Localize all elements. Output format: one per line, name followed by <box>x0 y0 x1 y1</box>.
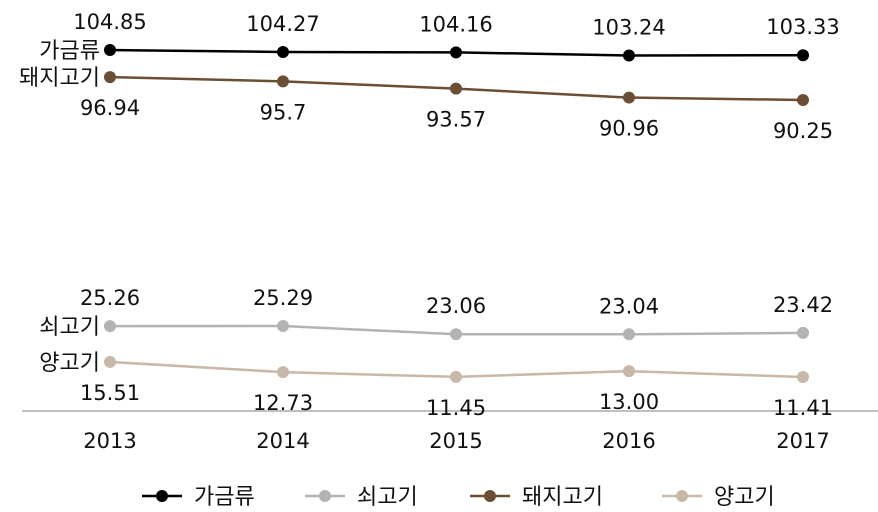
series-name-label: 쇠고기 <box>39 315 100 340</box>
series-name-label: 양고기 <box>39 351 100 376</box>
data-point <box>277 75 289 88</box>
legend-item: 가금류 <box>142 485 255 510</box>
data-label: 95.7 <box>260 100 307 124</box>
data-point <box>450 46 462 59</box>
x-axis: 2013 2014 2015 2016 2017 <box>22 410 878 453</box>
data-label: 23.06 <box>426 294 486 318</box>
legend-item: 양고기 <box>662 485 775 510</box>
legend-label: 양고기 <box>714 485 775 510</box>
x-tick-label: 2017 <box>776 429 829 453</box>
legend-marker <box>484 490 496 502</box>
data-label: 96.94 <box>80 96 140 120</box>
data-label: 104.16 <box>419 12 492 36</box>
data-point <box>104 320 116 333</box>
data-label: 93.57 <box>426 108 486 132</box>
data-label: 104.85 <box>73 10 146 34</box>
data-point <box>797 49 809 62</box>
data-point <box>623 328 635 341</box>
data-point <box>797 326 809 339</box>
data-label: 12.73 <box>253 391 313 415</box>
legend-item: 쇠고기 <box>305 485 418 510</box>
data-label: 11.45 <box>426 396 486 420</box>
legend: 가금류 쇠고기 돼지고기 양고기 <box>142 485 775 510</box>
legend-marker <box>319 490 331 502</box>
legend-label: 돼지고기 <box>522 485 603 510</box>
legend-item: 돼지고기 <box>470 485 603 510</box>
data-point <box>104 44 116 56</box>
data-label: 15.51 <box>80 381 140 405</box>
data-point <box>277 45 289 58</box>
data-label: 103.33 <box>766 15 839 39</box>
data-labels: 104.85 104.27 104.16 103.24 103.33 25.26 25.29… <box>73 10 839 420</box>
series-name-label: 가금류 <box>39 39 100 64</box>
data-point <box>450 370 462 383</box>
data-point <box>797 94 809 106</box>
data-point <box>623 91 635 104</box>
data-point <box>277 366 289 379</box>
data-point <box>104 71 116 84</box>
data-label: 25.26 <box>80 286 140 310</box>
data-label: 90.25 <box>773 119 833 143</box>
legend-marker <box>676 490 688 502</box>
series-points <box>104 44 809 383</box>
series-name-label: 돼지고기 <box>19 66 100 91</box>
data-label: 25.29 <box>253 286 313 310</box>
data-point <box>104 355 116 368</box>
x-tick-label: 2013 <box>83 429 136 453</box>
data-label: 23.04 <box>599 294 659 318</box>
x-tick-label: 2014 <box>256 429 309 453</box>
data-label: 103.24 <box>592 16 665 40</box>
data-label: 23.42 <box>773 293 833 317</box>
data-label: 104.27 <box>246 12 319 36</box>
data-label: 11.41 <box>773 396 833 420</box>
x-tick-label: 2016 <box>602 429 655 453</box>
data-point <box>797 371 809 383</box>
legend-label: 가금류 <box>194 485 255 510</box>
data-point <box>277 320 289 332</box>
data-point <box>450 328 462 341</box>
series-lines <box>109 48 804 379</box>
x-tick-label: 2015 <box>429 429 482 453</box>
legend-label: 쇠고기 <box>357 485 418 510</box>
data-label: 13.00 <box>599 390 659 414</box>
legend-marker <box>156 490 168 502</box>
data-point <box>623 365 635 378</box>
data-point <box>623 49 635 62</box>
data-point <box>450 82 462 95</box>
data-label: 90.96 <box>599 117 659 141</box>
